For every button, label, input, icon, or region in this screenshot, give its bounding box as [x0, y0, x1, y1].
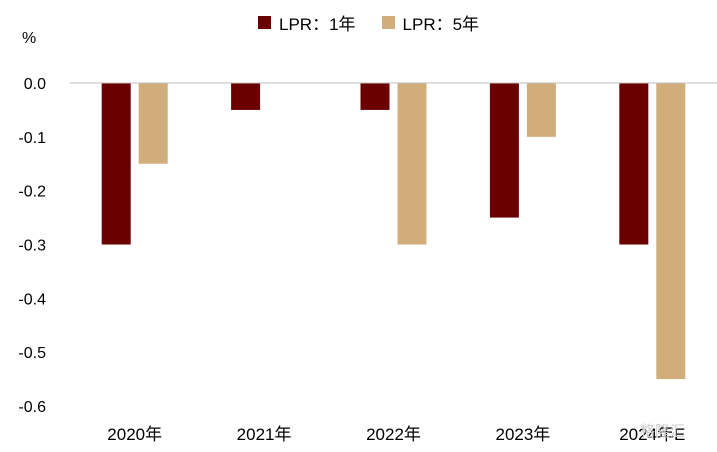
x-tick-label: 2023年	[495, 425, 550, 444]
legend-item-5y: LPR：5年	[381, 10, 480, 35]
x-tick-label: 2020年	[107, 425, 162, 444]
bar-5y-0	[138, 83, 168, 164]
y-tick-label: -0.3	[18, 238, 46, 255]
y-unit-label: %	[22, 30, 37, 47]
bar-1y-1	[231, 83, 261, 110]
legend-swatch-5y	[381, 16, 395, 29]
x-tick-label: 2024年E	[619, 425, 685, 444]
legend-label-5y: LPR：5年	[402, 15, 480, 34]
chart-legend: LPR：1年 LPR：5年	[258, 10, 505, 35]
bar-1y-3	[489, 83, 519, 218]
legend-label-1y: LPR：1年	[279, 15, 356, 34]
y-tick-label: -0.4	[18, 291, 46, 308]
y-tick-label: -0.1	[18, 130, 46, 147]
bar-5y-4	[656, 83, 686, 380]
legend-swatch-1y	[258, 16, 271, 29]
y-tick-label: 0.0	[24, 76, 46, 93]
y-tick-label: -0.6	[18, 399, 46, 416]
y-tick-label: -0.5	[18, 345, 46, 362]
bar-1y-2	[360, 83, 390, 110]
watermark: 格隆汇	[640, 422, 686, 440]
bar-1y-0	[101, 83, 131, 245]
legend-item-1y: LPR：1年	[258, 10, 356, 35]
bar-1y-4	[619, 83, 649, 245]
x-tick-label: 2021年	[237, 425, 292, 444]
bar-5y-2	[397, 83, 427, 245]
bar-5y-3	[526, 83, 556, 137]
x-tick-label: 2022年	[366, 425, 421, 444]
y-tick-label: -0.2	[18, 184, 46, 201]
